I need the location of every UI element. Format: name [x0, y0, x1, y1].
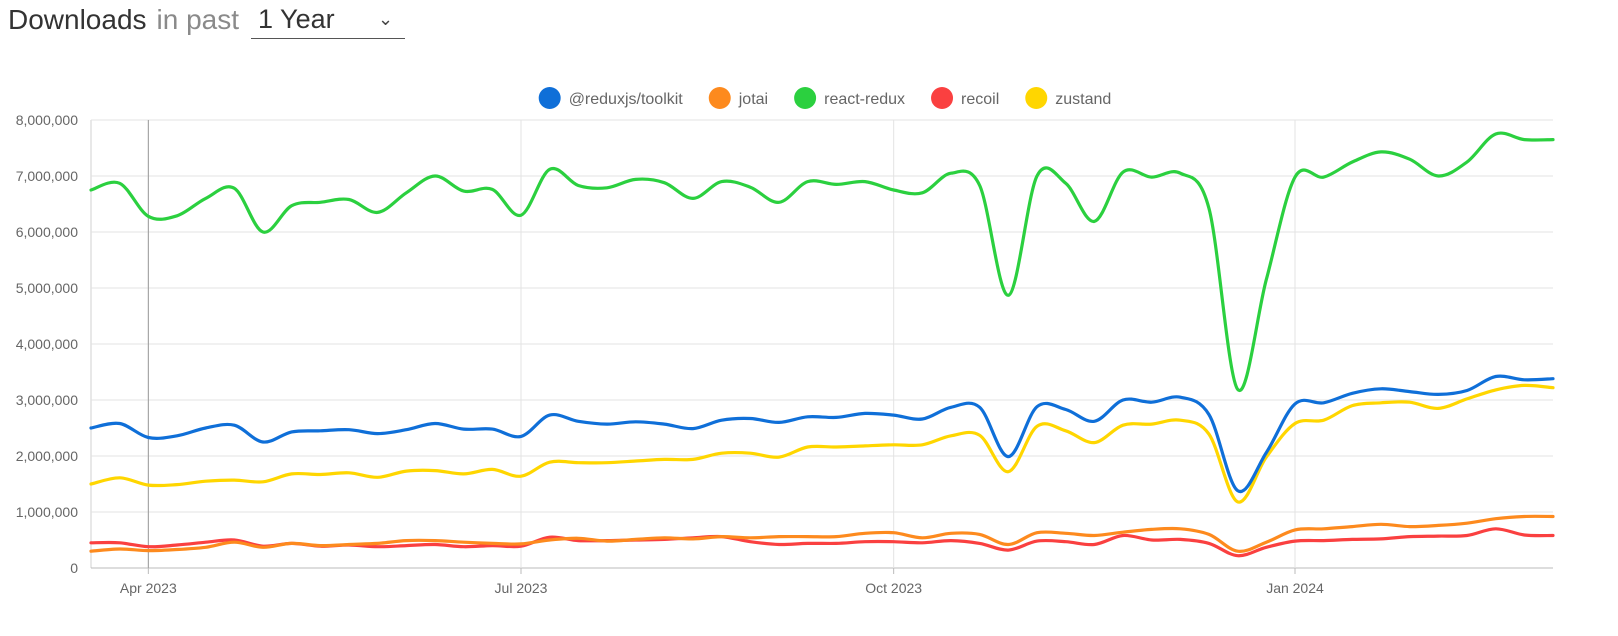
y-tick-label: 5,000,000 — [16, 280, 78, 296]
legend-item[interactable]: recoil — [931, 87, 999, 109]
legend-swatch — [538, 87, 561, 109]
time-range-value: 1 Year — [258, 4, 335, 34]
series-line-reduxjs-toolkit — [89, 374, 1555, 494]
legend-swatch — [794, 87, 817, 109]
x-tick-label: Jul 2023 — [495, 580, 548, 596]
y-tick-label: 3,000,000 — [16, 392, 78, 408]
y-tick-label: 1,000,000 — [16, 504, 78, 520]
y-tick-label: 0 — [70, 560, 78, 576]
legend-label: react-redux — [824, 91, 905, 108]
legend-item[interactable]: @reduxjs/toolkit — [538, 87, 684, 109]
legend-label: recoil — [961, 91, 999, 108]
legend-item[interactable]: zustand — [1025, 87, 1111, 109]
time-range-select[interactable]: 1 Year ⌄ — [251, 2, 406, 39]
legend-swatch — [708, 87, 731, 109]
y-tick-label: 7,000,000 — [16, 168, 78, 184]
legend-label: jotai — [738, 91, 768, 108]
legend-item[interactable]: react-redux — [794, 87, 905, 109]
y-tick-label: 4,000,000 — [16, 336, 78, 352]
series-line-zustand — [89, 383, 1555, 504]
series-line-recoil — [89, 527, 1555, 558]
x-tick-label: Oct 2023 — [865, 580, 922, 596]
downloads-header: Downloads in past 1 Year ⌄ — [8, 0, 406, 40]
x-tick-label: Jan 2024 — [1266, 580, 1324, 596]
series-line-react-redux — [89, 131, 1555, 392]
y-tick-label: 6,000,000 — [16, 224, 78, 240]
page-title: Downloads — [8, 4, 147, 35]
page-subtitle: in past — [156, 4, 240, 35]
series-line-jotai — [89, 514, 1555, 553]
legend-item[interactable]: jotai — [708, 87, 768, 109]
legend-label: @reduxjs/toolkit — [569, 91, 684, 108]
y-tick-label: 8,000,000 — [16, 112, 78, 128]
legend-label: zustand — [1055, 91, 1111, 108]
legend-swatch — [1025, 87, 1048, 109]
y-tick-label: 2,000,000 — [16, 448, 78, 464]
x-tick-label: Apr 2023 — [120, 580, 177, 596]
legend-swatch — [931, 87, 954, 109]
chevron-down-icon: ⌄ — [377, 8, 394, 29]
